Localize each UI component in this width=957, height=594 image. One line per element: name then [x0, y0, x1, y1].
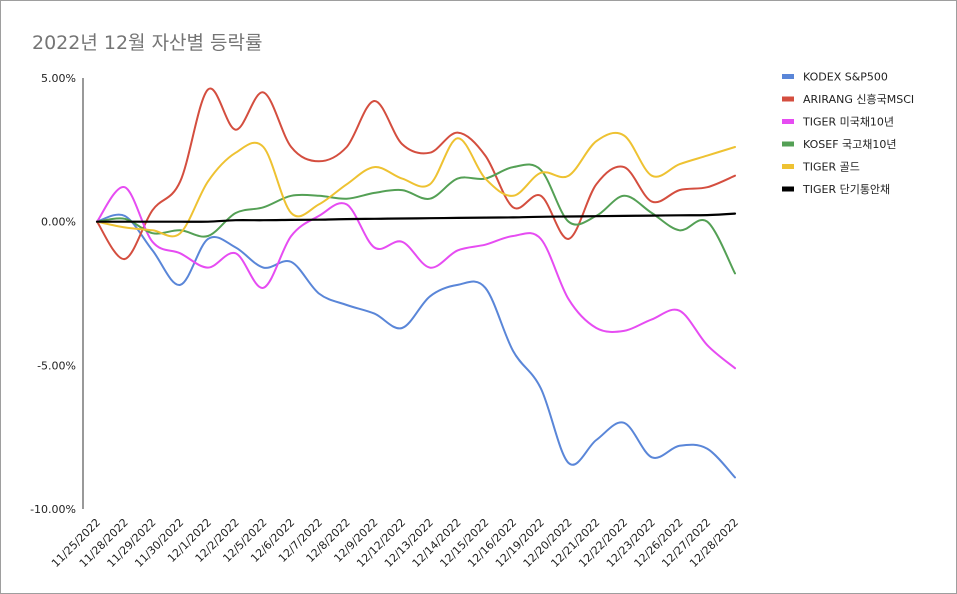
- legend: KODEX S&P500 ARIRANG 신흥국MSCI TIGER 미국채10년 K…: [782, 71, 914, 196]
- series-layer: [95, 87, 737, 479]
- legend-label: TIGER 미국채10년: [802, 116, 894, 129]
- legend-swatch: [782, 141, 794, 147]
- legend-label: KOSEF 국고채10년: [803, 138, 897, 151]
- y-tick-label: -10.00%: [30, 503, 76, 516]
- series-line: [96, 87, 736, 260]
- legend-swatch: [782, 119, 794, 124]
- chart-title: 2022년 12월 자산별 등락률: [32, 32, 263, 54]
- legend-swatch: [782, 186, 794, 192]
- series-line: [96, 163, 736, 275]
- legend-label: TIGER 단기통안채: [802, 183, 890, 196]
- y-tick-label: 0.00%: [41, 216, 76, 229]
- legend-label: TIGER 골드: [802, 161, 860, 174]
- series-line: [96, 131, 736, 238]
- legend-label: ARIRANG 신흥국MSCI: [803, 92, 914, 106]
- legend-label: KODEX S&P500: [803, 71, 888, 84]
- legend-swatch: [782, 74, 794, 79]
- series-line: [96, 213, 736, 479]
- legend-swatch: [782, 96, 794, 102]
- y-tick-label: -5.00%: [37, 359, 76, 372]
- series-line: [96, 186, 736, 370]
- y-tick-label: 5.00%: [41, 72, 76, 85]
- legend-swatch: [782, 164, 794, 169]
- series-line: [95, 212, 737, 223]
